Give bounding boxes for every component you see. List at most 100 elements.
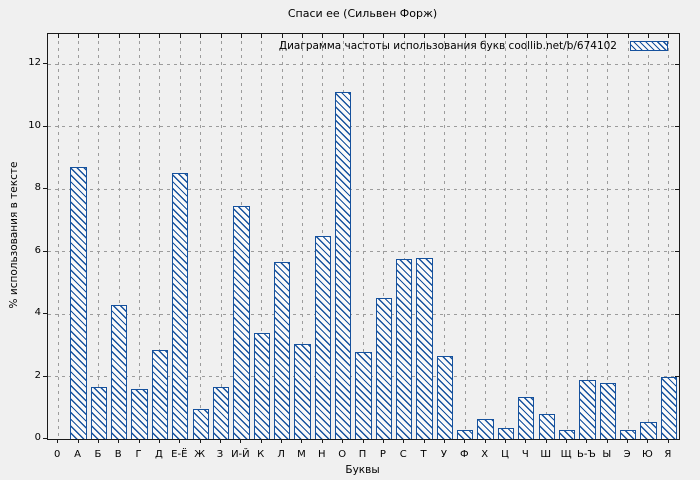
bar bbox=[273, 262, 291, 439]
x-tick-label: Ю bbox=[642, 449, 653, 460]
x-tick-mark bbox=[464, 439, 466, 443]
bar bbox=[294, 343, 311, 439]
bar bbox=[396, 259, 413, 439]
y-tick-label: 10 bbox=[28, 119, 41, 131]
bar bbox=[172, 173, 189, 439]
x-tick-label: Э bbox=[623, 449, 631, 460]
x-gridline bbox=[668, 34, 670, 439]
x-tick-mark-mirror bbox=[586, 34, 588, 38]
x-tick-mark-mirror bbox=[505, 34, 507, 38]
x-tick-label: О bbox=[338, 449, 347, 460]
x-gridline bbox=[261, 34, 263, 439]
x-tick-label: Б bbox=[94, 449, 102, 460]
x-tick-mark bbox=[606, 439, 608, 443]
x-tick-label: Р bbox=[379, 449, 386, 460]
x-tick-mark-mirror bbox=[200, 34, 202, 38]
x-tick-mark-mirror bbox=[485, 34, 487, 38]
x-tick-mark bbox=[260, 439, 262, 443]
x-tick-mark-mirror bbox=[139, 34, 141, 38]
x-tick-label: П bbox=[358, 449, 367, 460]
x-tick-mark-mirror bbox=[668, 34, 670, 38]
x-tick-mark bbox=[179, 439, 181, 443]
y-tick-mark-mirror bbox=[675, 251, 679, 252]
x-tick-mark-mirror bbox=[403, 34, 405, 38]
x-tick-mark bbox=[158, 439, 160, 443]
x-tick-label: Х bbox=[481, 449, 489, 460]
x-tick-mark-mirror bbox=[525, 34, 527, 38]
y-tick-mark bbox=[43, 375, 47, 377]
x-gridline bbox=[159, 34, 161, 439]
hatched-bar-sample-icon bbox=[630, 41, 668, 51]
x-gridline bbox=[220, 34, 222, 439]
bar bbox=[518, 396, 535, 439]
bar bbox=[212, 387, 230, 439]
x-tick-label: М bbox=[297, 449, 306, 460]
bar bbox=[660, 376, 677, 439]
x-tick-mark-mirror bbox=[424, 34, 426, 38]
x-tick-label: Н bbox=[318, 449, 326, 460]
x-tick-mark-mirror bbox=[322, 34, 324, 38]
bar bbox=[579, 379, 596, 439]
x-tick-mark bbox=[423, 439, 425, 443]
x-gridline bbox=[57, 34, 59, 439]
x-tick-mark bbox=[443, 439, 445, 443]
x-tick-mark-mirror bbox=[383, 34, 385, 38]
x-gridline bbox=[607, 34, 609, 439]
x-tick-label: Ф bbox=[459, 449, 469, 460]
bar bbox=[233, 206, 250, 439]
x-tick-label: Щ bbox=[560, 449, 572, 460]
y-tick-mark-mirror bbox=[675, 313, 679, 315]
x-gridline bbox=[98, 34, 100, 439]
x-tick-mark bbox=[77, 439, 79, 443]
bar bbox=[436, 356, 454, 439]
x-tick-mark bbox=[647, 439, 649, 443]
x-tick-mark-mirror bbox=[159, 34, 161, 38]
y-tick-label: 6 bbox=[34, 244, 41, 256]
x-tick-mark bbox=[321, 439, 323, 443]
x-tick-mark bbox=[382, 439, 384, 443]
x-tick-mark bbox=[342, 439, 344, 443]
y-tick-mark bbox=[43, 313, 47, 314]
x-gridline bbox=[118, 34, 120, 439]
x-tick-mark bbox=[199, 439, 201, 443]
y-tick-mark-mirror bbox=[675, 126, 679, 127]
x-tick-mark-mirror bbox=[281, 34, 283, 38]
x-tick-mark bbox=[97, 439, 99, 443]
bar bbox=[477, 418, 494, 439]
y-tick-mark-mirror bbox=[675, 63, 679, 65]
y-tick-mark bbox=[43, 63, 47, 64]
x-gridline bbox=[586, 34, 588, 439]
x-tick-mark-mirror bbox=[566, 34, 568, 38]
y-tick-mark bbox=[43, 250, 47, 252]
plot-area: Диаграмма частоты использования букв coo… bbox=[47, 33, 680, 440]
x-tick-mark-mirror bbox=[363, 34, 364, 38]
bar bbox=[375, 298, 392, 439]
y-tick-label: 4 bbox=[34, 307, 41, 318]
bar bbox=[640, 421, 657, 439]
x-tick-label: Я bbox=[664, 449, 672, 460]
x-gridline bbox=[566, 34, 568, 439]
x-tick-mark bbox=[118, 439, 120, 443]
x-tick-label: Ч bbox=[521, 449, 529, 460]
x-tick-mark-mirror bbox=[444, 34, 446, 38]
x-gridline bbox=[424, 34, 426, 439]
bar bbox=[111, 304, 128, 439]
legend-label: Диаграмма частоты использования букв coo… bbox=[278, 40, 617, 52]
x-gridline bbox=[485, 34, 487, 439]
x-tick-label: Г bbox=[135, 449, 142, 460]
x-gridline bbox=[546, 34, 548, 439]
x-tick-mark bbox=[138, 439, 140, 443]
bar bbox=[253, 332, 270, 439]
x-gridline bbox=[464, 34, 466, 439]
x-tick-mark bbox=[545, 439, 547, 443]
x-gridline bbox=[363, 34, 364, 439]
legend: Диаграмма частоты использования букв coo… bbox=[279, 40, 668, 52]
x-gridline bbox=[301, 34, 303, 439]
x-tick-mark-mirror bbox=[647, 34, 649, 38]
y-tick-mark-mirror bbox=[675, 188, 679, 190]
x-tick-label: А bbox=[74, 449, 81, 460]
x-tick-mark bbox=[504, 439, 506, 443]
x-tick-mark bbox=[586, 439, 588, 443]
x-tick-mark-mirror bbox=[220, 34, 222, 38]
